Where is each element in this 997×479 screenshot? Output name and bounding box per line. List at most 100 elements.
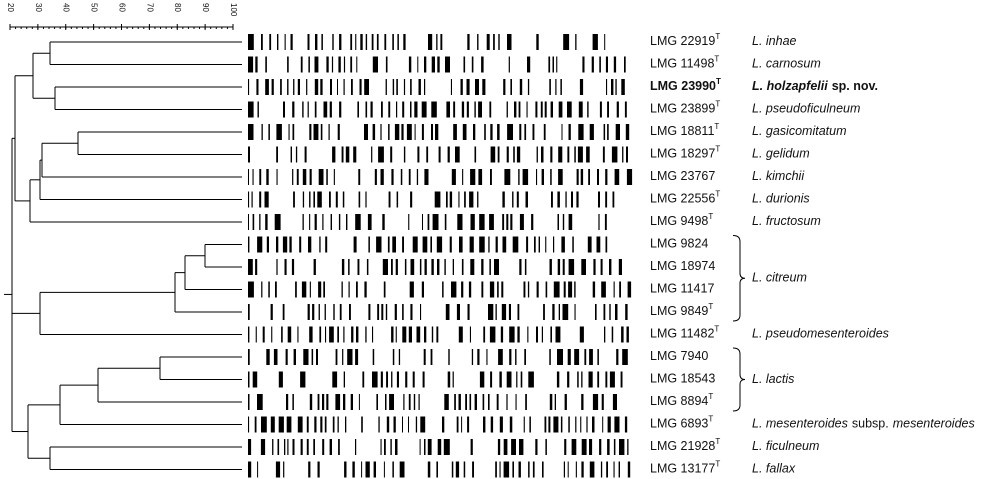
species: L. durionis bbox=[752, 192, 810, 206]
band bbox=[488, 304, 493, 320]
band bbox=[437, 237, 442, 253]
band bbox=[453, 124, 457, 140]
band bbox=[355, 439, 356, 455]
band bbox=[517, 327, 519, 343]
band bbox=[448, 372, 451, 388]
band bbox=[607, 439, 610, 455]
band bbox=[366, 102, 368, 118]
band bbox=[458, 192, 459, 208]
band bbox=[614, 417, 619, 433]
band bbox=[391, 259, 393, 275]
band bbox=[255, 417, 257, 433]
type-strain: T bbox=[708, 415, 713, 424]
band bbox=[351, 79, 353, 95]
band bbox=[402, 102, 404, 118]
band bbox=[391, 372, 392, 388]
band bbox=[402, 417, 403, 433]
band bbox=[256, 79, 258, 95]
band bbox=[489, 102, 491, 118]
band bbox=[514, 102, 516, 118]
band bbox=[597, 372, 599, 388]
band bbox=[376, 394, 378, 410]
band bbox=[467, 79, 470, 95]
band bbox=[584, 349, 586, 365]
band bbox=[442, 282, 444, 298]
band bbox=[320, 79, 322, 95]
band bbox=[272, 439, 273, 455]
band bbox=[424, 79, 425, 95]
band bbox=[361, 417, 363, 433]
band bbox=[534, 237, 536, 253]
band bbox=[319, 237, 320, 253]
band bbox=[609, 304, 610, 320]
group-label: L. citreum bbox=[752, 271, 807, 285]
band bbox=[549, 79, 551, 95]
band bbox=[322, 439, 324, 455]
band bbox=[504, 462, 510, 478]
band bbox=[417, 147, 419, 163]
strain-id: LMG 23990 bbox=[650, 79, 716, 93]
band bbox=[371, 102, 373, 118]
band bbox=[308, 462, 310, 478]
band bbox=[569, 259, 575, 275]
band bbox=[561, 237, 565, 253]
band bbox=[575, 34, 576, 50]
band bbox=[553, 417, 558, 433]
band bbox=[464, 192, 466, 208]
band bbox=[614, 57, 616, 73]
band bbox=[253, 169, 254, 185]
band bbox=[372, 327, 373, 343]
band bbox=[332, 147, 335, 163]
band bbox=[411, 259, 415, 275]
band bbox=[318, 394, 320, 410]
band bbox=[312, 304, 314, 320]
band bbox=[542, 169, 544, 185]
band bbox=[445, 57, 450, 73]
band bbox=[336, 349, 338, 365]
band bbox=[248, 237, 249, 253]
band bbox=[271, 327, 272, 343]
band bbox=[606, 57, 608, 73]
band bbox=[396, 327, 397, 343]
band bbox=[553, 57, 555, 73]
band bbox=[344, 372, 345, 388]
band bbox=[400, 462, 405, 478]
band bbox=[470, 237, 474, 253]
band bbox=[582, 439, 587, 455]
band bbox=[490, 282, 494, 298]
species: L. fructosum bbox=[752, 214, 821, 228]
band bbox=[516, 394, 517, 410]
band bbox=[414, 394, 415, 410]
band bbox=[520, 214, 524, 230]
band bbox=[557, 372, 559, 388]
band bbox=[462, 169, 463, 185]
band bbox=[417, 57, 418, 73]
band bbox=[419, 394, 420, 410]
band bbox=[390, 147, 392, 163]
band bbox=[545, 237, 546, 253]
band bbox=[342, 259, 344, 275]
band bbox=[405, 372, 407, 388]
band bbox=[470, 327, 471, 343]
band bbox=[519, 259, 521, 275]
band bbox=[276, 237, 278, 253]
band bbox=[338, 417, 339, 433]
band bbox=[248, 34, 254, 50]
band bbox=[536, 327, 538, 343]
band bbox=[611, 79, 613, 95]
band bbox=[467, 102, 469, 118]
band bbox=[255, 57, 257, 73]
band bbox=[307, 417, 309, 433]
band bbox=[472, 349, 473, 365]
band bbox=[472, 462, 474, 478]
band bbox=[408, 417, 409, 433]
band bbox=[453, 372, 454, 388]
band bbox=[457, 417, 459, 433]
band bbox=[452, 462, 454, 478]
band bbox=[343, 327, 344, 343]
band bbox=[281, 327, 283, 343]
band bbox=[396, 102, 397, 118]
strain-id: LMG 21928 bbox=[650, 439, 715, 453]
band bbox=[381, 439, 382, 455]
brace bbox=[733, 236, 745, 322]
